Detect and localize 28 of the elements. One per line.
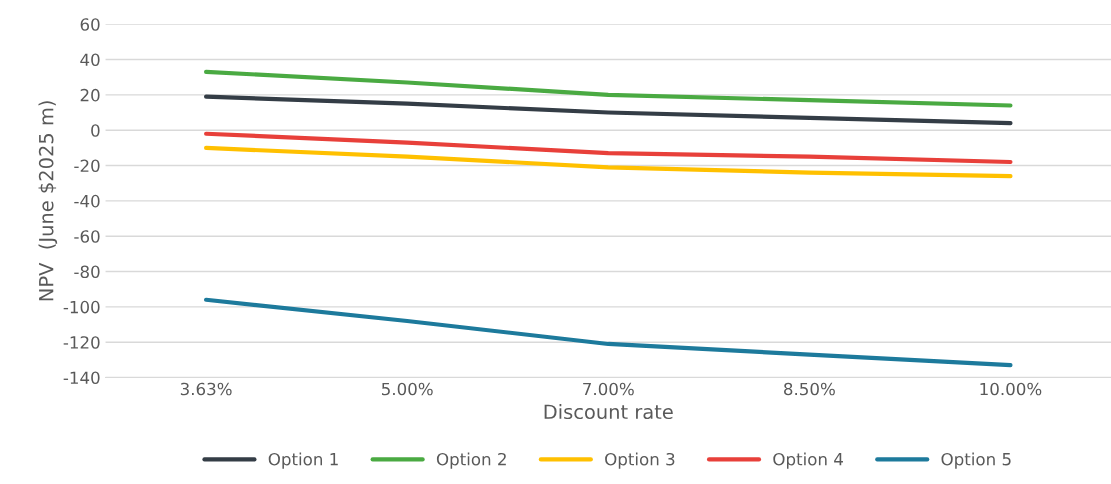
x-axis-title: Discount rate bbox=[544, 404, 673, 420]
legend-label: Option 2 bbox=[436, 452, 506, 469]
y-tick-label: -60 bbox=[74, 230, 100, 243]
legend-label: Option 3 bbox=[605, 452, 675, 469]
y-tick-label: -80 bbox=[74, 265, 100, 279]
legend-label: Option 4 bbox=[773, 452, 843, 469]
x-tick-label: 10.00% bbox=[980, 382, 1042, 396]
y-tick-label: -120 bbox=[63, 336, 100, 349]
y-tick-label: 20 bbox=[80, 88, 100, 102]
y-tick-label: -40 bbox=[74, 194, 100, 208]
x-tick-label: 7.00% bbox=[583, 382, 634, 396]
y-tick-label: -140 bbox=[63, 371, 100, 385]
line-series bbox=[204, 131, 1013, 165]
line-series bbox=[204, 94, 1013, 126]
y-tick-label: 60 bbox=[80, 18, 100, 31]
y-tick-label: -100 bbox=[63, 300, 100, 314]
line-series bbox=[204, 297, 1013, 368]
y-tick-label: 40 bbox=[80, 53, 100, 67]
legend-label: Option 1 bbox=[268, 452, 338, 469]
x-tick-label: 8.50% bbox=[784, 382, 835, 396]
x-tick-label: 5.00% bbox=[382, 382, 433, 396]
y-tick-label: -20 bbox=[74, 159, 100, 173]
line-series bbox=[204, 145, 1013, 179]
y-tick-label: 0 bbox=[91, 124, 100, 137]
legend-label: Option 5 bbox=[941, 452, 1011, 469]
line-series bbox=[204, 69, 1013, 108]
y-axis-title: NPV (June $2025 m) bbox=[38, 101, 58, 301]
x-tick-label: 3.63% bbox=[180, 382, 232, 396]
